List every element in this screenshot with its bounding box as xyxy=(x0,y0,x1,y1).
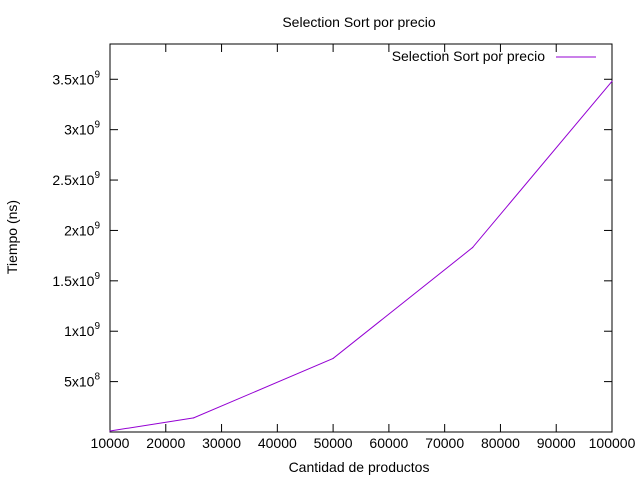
y-tick-label: 2x109 xyxy=(64,220,100,238)
y-tick-exponent: 9 xyxy=(94,120,100,131)
y-tick-label: 2.5x109 xyxy=(52,170,100,188)
y-tick-mantissa: 3x10 xyxy=(64,122,95,138)
y-tick-label: 3.5x109 xyxy=(52,69,100,87)
x-tick-label: 40000 xyxy=(258,435,297,451)
y-axis-label: Tiempo (ns) xyxy=(4,200,20,274)
x-axis-label: Cantidad de productos xyxy=(289,459,430,475)
x-ticks: 10000 20000 30000 40000 50000 60000 70000 80000… xyxy=(91,44,636,451)
y-tick-mantissa: 3.5x10 xyxy=(52,71,94,87)
y-tick-exponent: 9 xyxy=(94,220,100,231)
x-tick-label: 10000 xyxy=(91,435,130,451)
chart-title: Selection Sort por precio xyxy=(282,14,436,30)
x-tick-label: 80000 xyxy=(481,435,520,451)
y-tick-mantissa: 5x10 xyxy=(64,374,95,390)
data-point xyxy=(109,430,111,432)
x-tick-label: 30000 xyxy=(202,435,241,451)
series-line xyxy=(109,80,613,432)
y-tick-label: 1x109 xyxy=(64,321,100,339)
y-tick-exponent: 8 xyxy=(94,372,100,383)
y-tick-exponent: 9 xyxy=(94,69,100,80)
y-tick-mantissa: 1x10 xyxy=(64,323,95,339)
y-tick-exponent: 9 xyxy=(94,321,100,332)
data-point xyxy=(332,357,334,360)
x-tick-label: 60000 xyxy=(369,435,408,451)
x-tick-label: 100000 xyxy=(589,435,636,451)
y-tick-mantissa: 2.5x10 xyxy=(52,172,94,188)
series-layer xyxy=(109,80,613,432)
legend: Selection Sort por precio xyxy=(392,48,596,64)
y-tick-label: 5x108 xyxy=(64,372,100,390)
y-tick-exponent: 9 xyxy=(94,271,100,282)
x-tick-label: 70000 xyxy=(425,435,464,451)
y-tick-mantissa: 2x10 xyxy=(64,222,95,238)
y-tick-label: 3x109 xyxy=(64,120,100,138)
y-ticks: 5x1081x1091.5x1092x1092.5x1093x1093.5x10… xyxy=(52,69,612,390)
x-tick-label: 20000 xyxy=(146,435,185,451)
x-tick-label: 50000 xyxy=(314,435,353,451)
x-tick-label: 90000 xyxy=(537,435,576,451)
plot-frame xyxy=(109,43,613,433)
data-point xyxy=(611,80,613,82)
data-point xyxy=(193,417,195,419)
legend-label: Selection Sort por precio xyxy=(392,48,546,64)
y-tick-label: 1.5x109 xyxy=(52,271,100,289)
data-point xyxy=(471,246,474,249)
y-tick-mantissa: 1.5x10 xyxy=(52,273,94,289)
y-tick-exponent: 9 xyxy=(94,170,100,181)
